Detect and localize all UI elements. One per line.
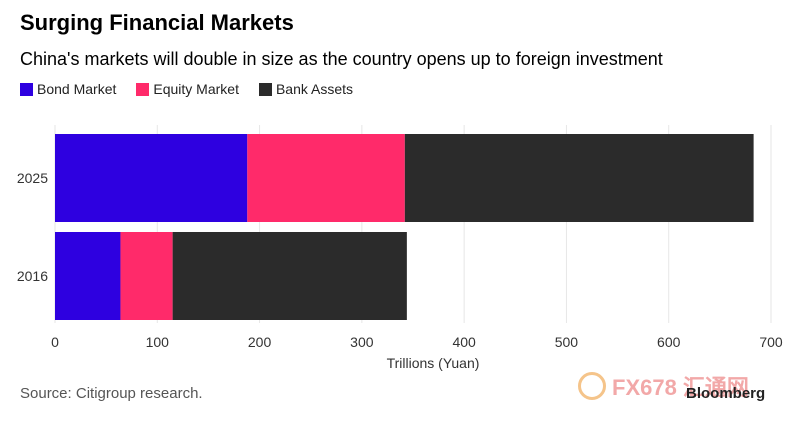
x-tick-label-200: 200 [248, 334, 272, 350]
watermark: FX678 汇通网 [578, 370, 749, 402]
x-tick-label-400: 400 [452, 334, 476, 350]
chart-subtitle: China's markets will double in size as t… [20, 49, 663, 69]
x-tick-label-700: 700 [759, 334, 783, 350]
watermark-logo-icon [578, 372, 606, 400]
chart-title: Surging Financial Markets [20, 10, 294, 35]
y-tick-label-2025: 2025 [17, 170, 48, 186]
x-tick-label-0: 0 [51, 334, 59, 350]
legend-swatch-equity [136, 82, 150, 96]
legend-item-bank: Bank Assets [258, 81, 354, 97]
legend: Bond Market Equity Market Bank Assets [20, 81, 353, 97]
legend-swatch-bond [20, 82, 33, 96]
x-tick-label-300: 300 [350, 334, 374, 350]
bar-2016-bond-market [55, 232, 121, 320]
x-tick-label-500: 500 [555, 334, 579, 350]
bar-2025-bond-market [55, 134, 248, 222]
x-tick-label-100: 100 [146, 334, 170, 350]
source-note: Source: Citigroup research. [20, 385, 203, 402]
x-axis-title: Trillions (Yuan) [387, 355, 480, 371]
legend-label-bank: Bank Assets [275, 81, 354, 97]
watermark-text: FX678 汇通网 [612, 375, 749, 400]
bar-2025-equity-market [247, 134, 405, 222]
y-tick-label-2016: 2016 [17, 268, 48, 284]
bar-2025-bank-assets [404, 134, 754, 222]
x-tick-label-600: 600 [657, 334, 681, 350]
legend-label-equity: Equity Market [153, 81, 239, 97]
legend-label-bond: Bond Market [37, 81, 117, 97]
legend-item-bond: Bond Market [20, 81, 116, 97]
brand-logo: Bloomberg [686, 385, 766, 402]
bar-2016-equity-market [120, 232, 173, 320]
legend-item-equity: Equity Market [136, 81, 239, 97]
bar-2016-bank-assets [172, 232, 407, 320]
legend-swatch-bank [258, 82, 272, 96]
